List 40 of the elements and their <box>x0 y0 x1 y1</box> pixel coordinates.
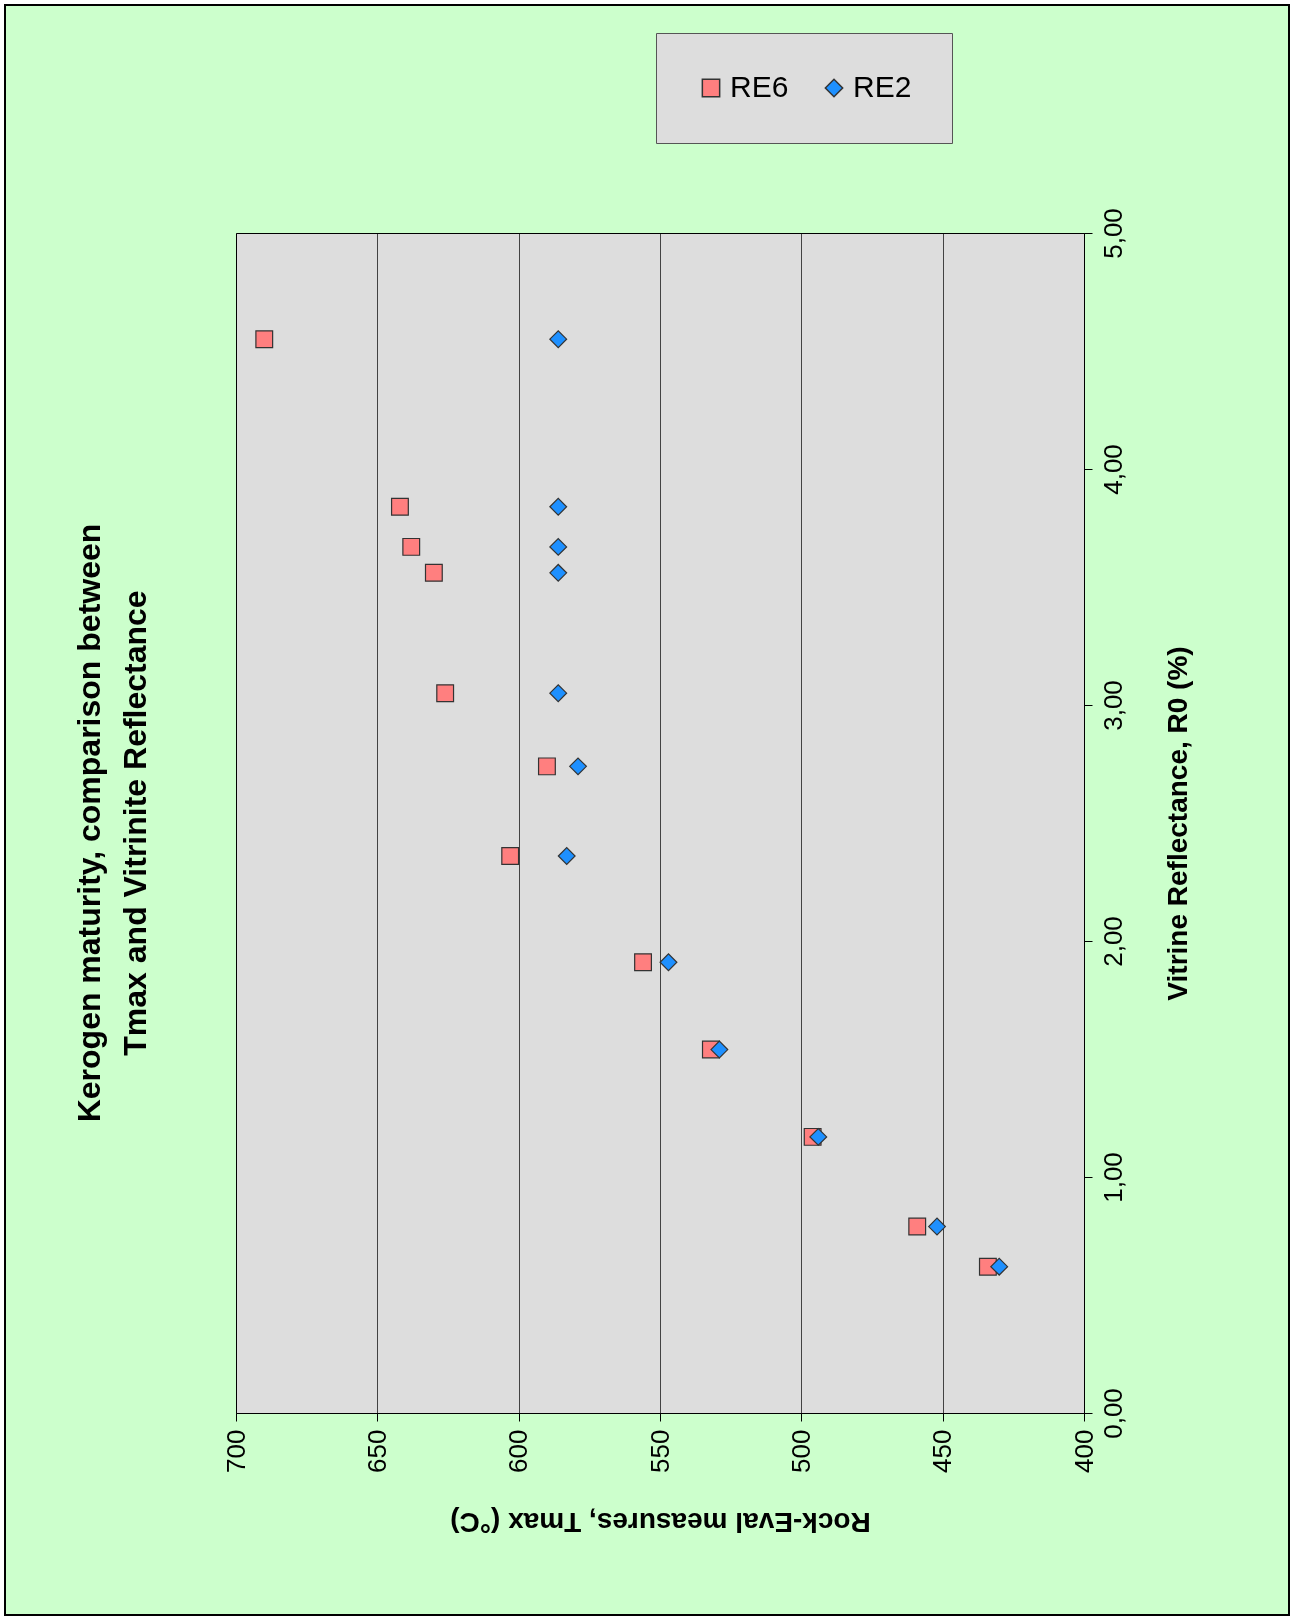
point <box>549 684 568 703</box>
point <box>549 563 568 582</box>
point <box>569 757 587 776</box>
y-tick-label: 3,00 <box>1097 680 1128 731</box>
point <box>436 684 455 703</box>
point <box>809 1127 828 1146</box>
point <box>634 953 653 972</box>
point <box>424 563 443 582</box>
y-tick-label: 4,00 <box>1097 444 1128 495</box>
point <box>549 537 568 556</box>
y-tick-label: 2,00 <box>1097 916 1128 967</box>
y-axis-title: Vitrine Reflectance, R0 (%) <box>1161 646 1193 1001</box>
legend-label: RE2 <box>853 70 912 103</box>
x-axis-title: Rock-Eval measures, Tmax (°C) <box>450 1506 871 1538</box>
y-tick-label: 5,00 <box>1097 208 1128 259</box>
point <box>549 330 568 349</box>
point <box>659 953 678 972</box>
x-tick-label: 400 <box>1068 1429 1099 1473</box>
y-tick-label: 1,00 <box>1097 1152 1128 1203</box>
point <box>537 757 556 776</box>
x-tick-label: 650 <box>361 1429 392 1473</box>
x-tick-label: 500 <box>785 1429 816 1473</box>
point <box>557 847 576 866</box>
point <box>908 1217 927 1236</box>
point <box>928 1217 946 1236</box>
legend-label: RE6 <box>730 70 789 103</box>
x-tick-label: 700 <box>220 1429 251 1473</box>
point <box>501 847 520 866</box>
x-tick-label: 600 <box>503 1429 534 1473</box>
text: Kerogen maturity, comparison between <box>71 523 107 1123</box>
y-tick-label: 0,00 <box>1097 1388 1128 1439</box>
point <box>549 497 568 516</box>
x-tick-label: 450 <box>927 1429 958 1473</box>
point <box>990 1257 1009 1276</box>
text: Tmax and Vitrinite Reflectance <box>117 590 153 1056</box>
point <box>390 497 409 516</box>
x-tick-label: 550 <box>644 1429 675 1473</box>
point <box>402 537 421 556</box>
point <box>255 330 274 349</box>
point <box>710 1040 729 1059</box>
